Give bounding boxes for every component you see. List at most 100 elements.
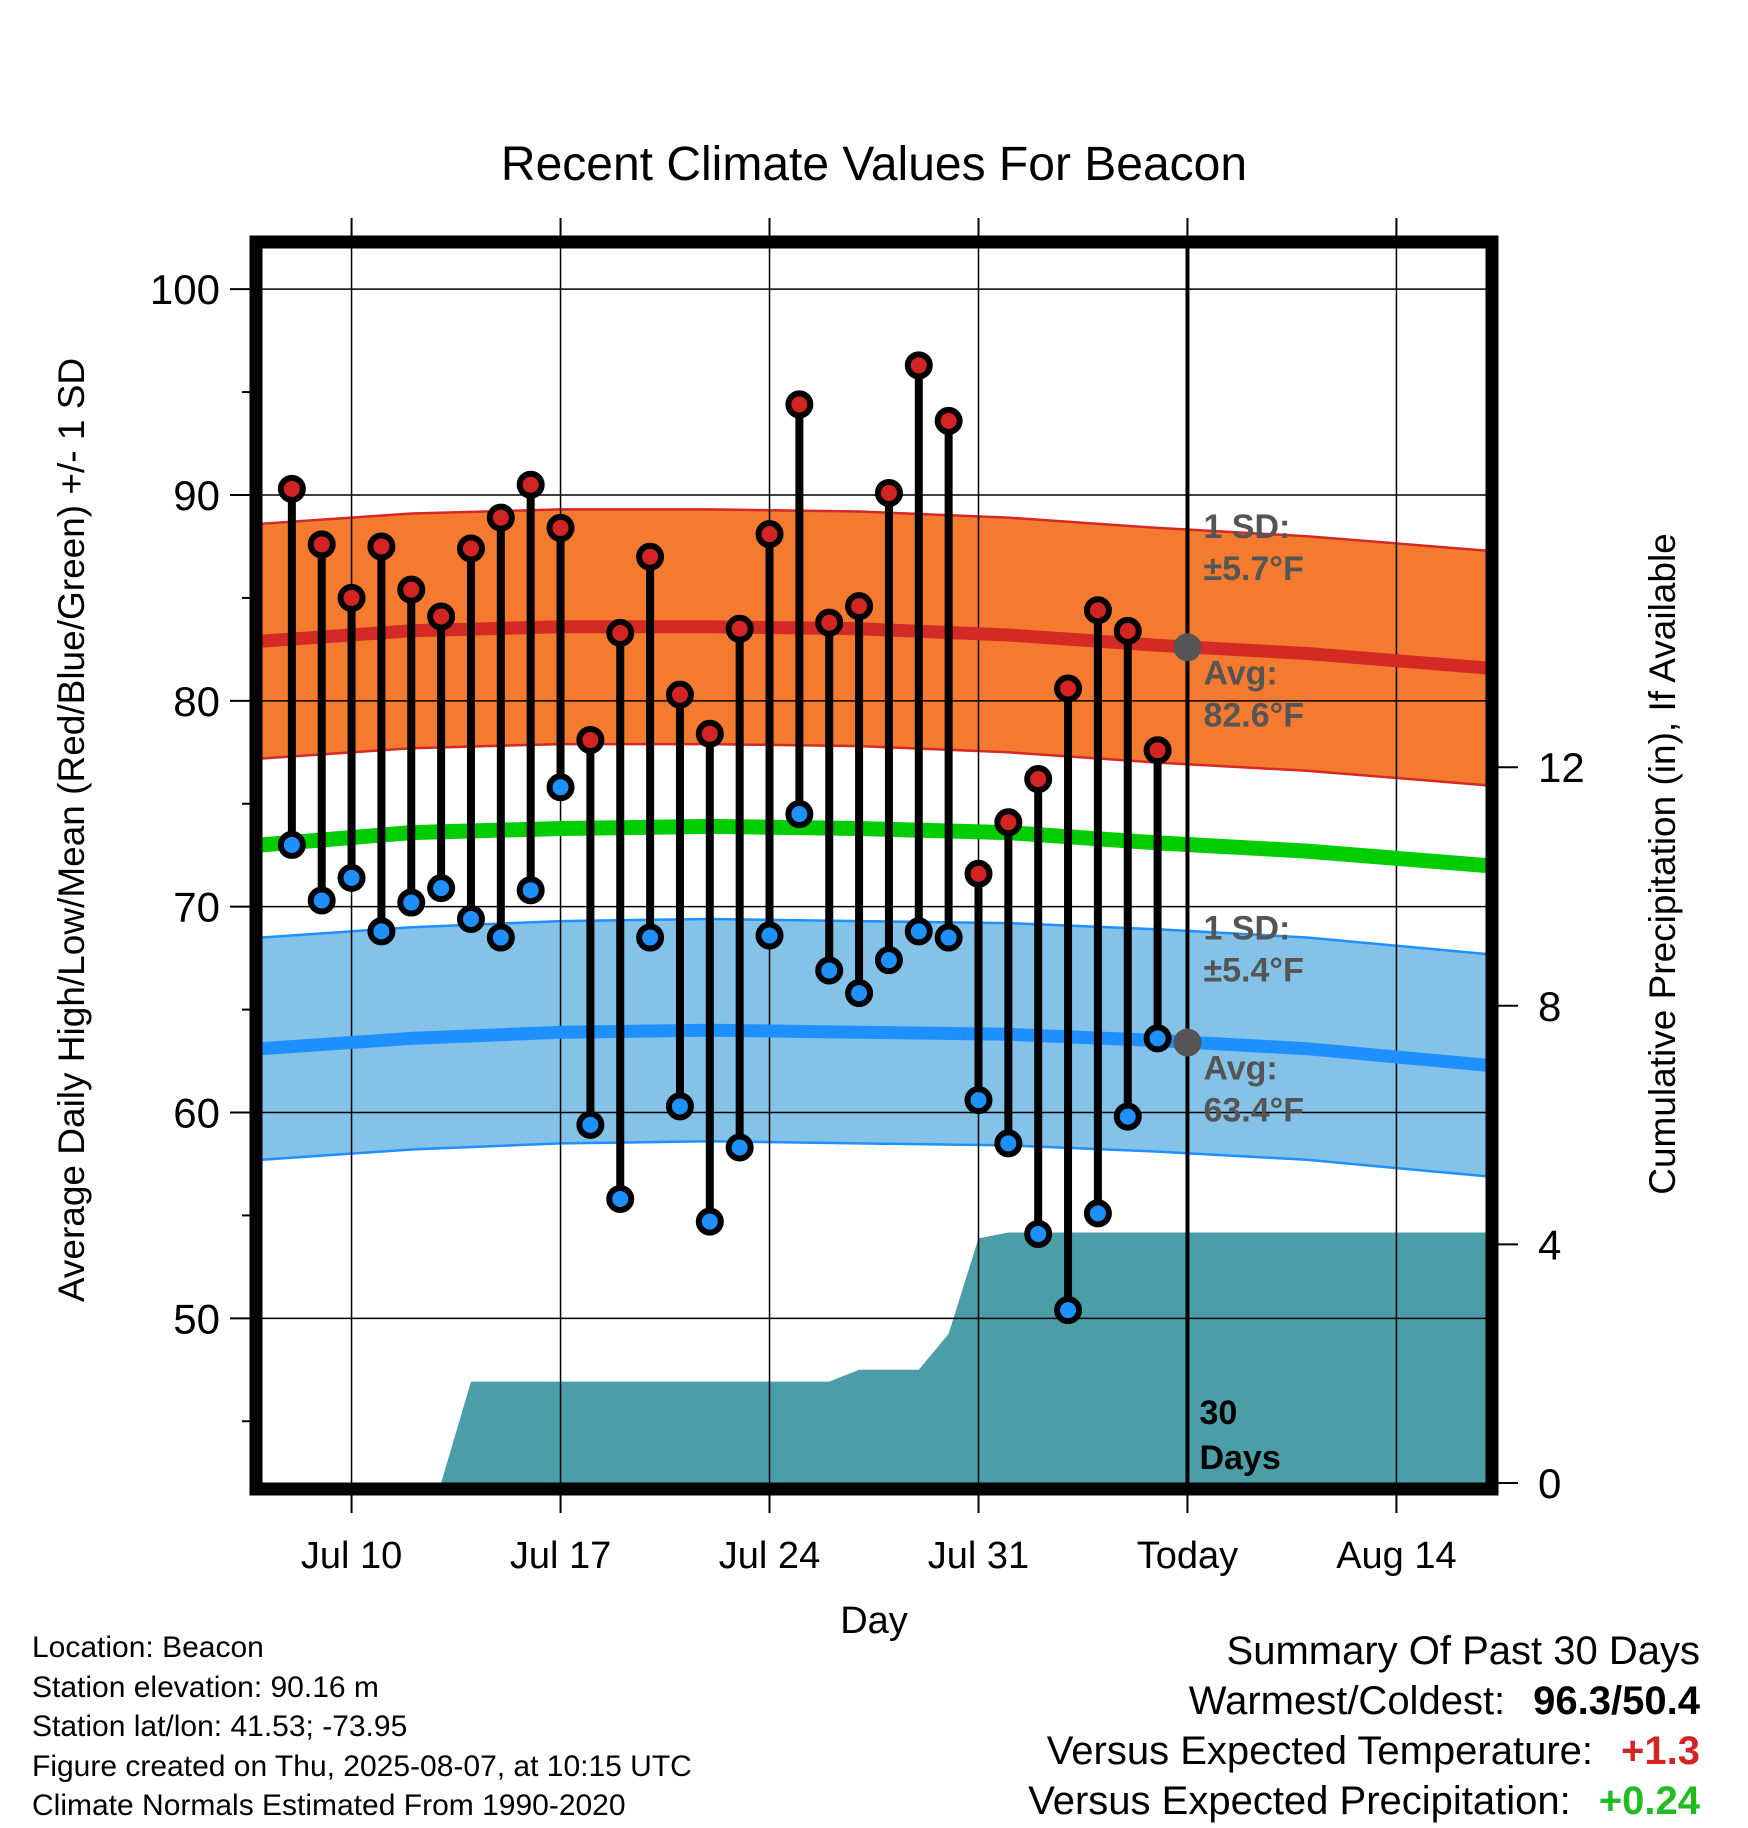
y-axis: 50 60 70 80 90 100 (150, 266, 250, 1423)
y-tick-label: 70 (173, 884, 220, 931)
daily-low-point (665, 1092, 694, 1121)
plot-frame (249, 235, 1499, 1496)
daily-high-point (1083, 596, 1112, 625)
daily-high-point (427, 602, 456, 631)
daily-low-point (1054, 1296, 1083, 1325)
y-axis-label: Average Daily High/Low/Mean (Red/Blue/Gr… (51, 358, 92, 1302)
daily-high-point (636, 542, 665, 571)
high-sd-band (262, 509, 1486, 786)
period-unit-label: Days (1199, 1439, 1280, 1477)
x-axis: Jul 10 Jul 17 Jul 24 Jul 31 Today Aug 14 (301, 218, 1457, 1577)
daily-high-point (994, 808, 1023, 837)
y2-axis-label: Cumulative Precipitation (in), If Availa… (1642, 533, 1683, 1195)
summary-precip: Versus Expected Precipitation: +0.24 (1028, 1776, 1700, 1826)
daily-high-point (845, 592, 874, 621)
daily-low-point (845, 979, 874, 1008)
today-avg-high-marker (1173, 633, 1202, 662)
info-elevation: Station elevation: 90.16 m (32, 1670, 379, 1704)
daily-low-point (1143, 1024, 1172, 1053)
low-sd-label: 1 SD: (1203, 909, 1290, 947)
high-sd-label: 1 SD: (1203, 508, 1290, 546)
daily-high-point (397, 575, 426, 604)
daily-low-point (1024, 1219, 1053, 1248)
y2-tick-label: 0 (1538, 1460, 1561, 1507)
daily-low-point (1113, 1102, 1142, 1131)
period-count-label: 30 (1199, 1394, 1237, 1432)
low-sd-value: ±5.4°F (1203, 951, 1303, 989)
info-location: Location: Beacon (32, 1631, 264, 1664)
daily-low-point (546, 773, 575, 802)
x-axis-label: Day (840, 1600, 908, 1642)
low-avg-value: 63.4°F (1203, 1092, 1304, 1130)
daily-high-point (1024, 765, 1053, 794)
daily-high-point (755, 520, 784, 549)
y2-axis: 0 4 8 12 (1498, 744, 1585, 1507)
daily-high-point (1054, 674, 1083, 703)
info-normals: Climate Normals Estimated From 1990-2020 (32, 1789, 626, 1822)
daily-high-point (904, 351, 933, 380)
daily-low-point (636, 923, 665, 952)
daily-low-point (785, 800, 814, 829)
daily-low-point (695, 1207, 724, 1236)
y-tick-label: 80 (173, 678, 220, 725)
daily-low-point (606, 1184, 635, 1213)
daily-high-point (1113, 616, 1142, 645)
warm-cold-value: 96.3/50.4 (1533, 1679, 1700, 1723)
temp-value: +1.3 (1621, 1729, 1700, 1773)
daily-low-point (456, 905, 485, 934)
high-sd-value: ±5.7°F (1203, 550, 1303, 588)
low-sd-lower-edge (262, 1140, 1486, 1178)
daily-high-point (337, 583, 366, 612)
daily-low-point (994, 1129, 1023, 1158)
daily-high-point (456, 534, 485, 563)
warm-cold-label: Warmest/Coldest: (1188, 1679, 1506, 1723)
daily-low-point (1083, 1199, 1112, 1228)
y-tick-label: 50 (173, 1295, 220, 1342)
avg-mean-line (262, 818, 1486, 873)
daily-low-point (427, 874, 456, 903)
y2-tick-label: 4 (1538, 1221, 1561, 1268)
y2-tick-label: 12 (1538, 744, 1585, 791)
daily-low-point (397, 888, 426, 917)
x-tick-label: Jul 24 (719, 1535, 820, 1577)
daily-low-point (337, 863, 366, 892)
summary-panel: Summary Of Past 30 Days Warmest/Coldest:… (1028, 1626, 1700, 1826)
precip-label: Versus Expected Precipitation: (1028, 1779, 1571, 1823)
daily-high-point (815, 608, 844, 637)
high-avg-label: Avg: (1203, 654, 1277, 692)
station-info: Location: Beacon Station elevation: 90.1… (32, 1628, 692, 1826)
daily-high-point (964, 859, 993, 888)
summary-temp: Versus Expected Temperature: +1.3 (1028, 1726, 1700, 1776)
y2-tick-label: 8 (1538, 983, 1561, 1030)
high-avg-value: 82.6°F (1203, 696, 1304, 734)
daily-high-point (367, 532, 396, 561)
daily-high-point (785, 390, 814, 419)
daily-high-point (695, 719, 724, 748)
y-tick-label: 100 (150, 266, 220, 313)
daily-low-point (486, 923, 515, 952)
daily-low-point (576, 1110, 605, 1139)
daily-high-point (277, 474, 306, 503)
high-sd-upper-edge (262, 508, 1486, 552)
daily-high-point (934, 406, 963, 435)
daily-range-bars (277, 351, 1172, 1325)
low-avg-label: Avg: (1203, 1050, 1277, 1088)
x-tick-label: Jul 17 (510, 1535, 611, 1577)
daily-low-point (755, 921, 784, 950)
daily-high-point (486, 503, 515, 532)
daily-high-point (546, 513, 575, 542)
y-tick-label: 60 (173, 1090, 220, 1137)
daily-high-point (1143, 736, 1172, 765)
daily-high-point (606, 618, 635, 647)
info-latlon: Station lat/lon: 41.53; -73.95 (32, 1710, 408, 1743)
x-tick-label: Today (1137, 1535, 1238, 1577)
chart-title: Recent Climate Values For Beacon (501, 138, 1247, 191)
summary-title: Summary Of Past 30 Days (1226, 1629, 1700, 1673)
x-tick-label: Jul 31 (928, 1535, 1029, 1577)
x-tick-label: Aug 14 (1336, 1535, 1456, 1577)
daily-low-point (307, 886, 336, 915)
daily-high-point (307, 530, 336, 559)
daily-low-point (815, 956, 844, 985)
x-tick-label: Jul 10 (301, 1535, 402, 1577)
